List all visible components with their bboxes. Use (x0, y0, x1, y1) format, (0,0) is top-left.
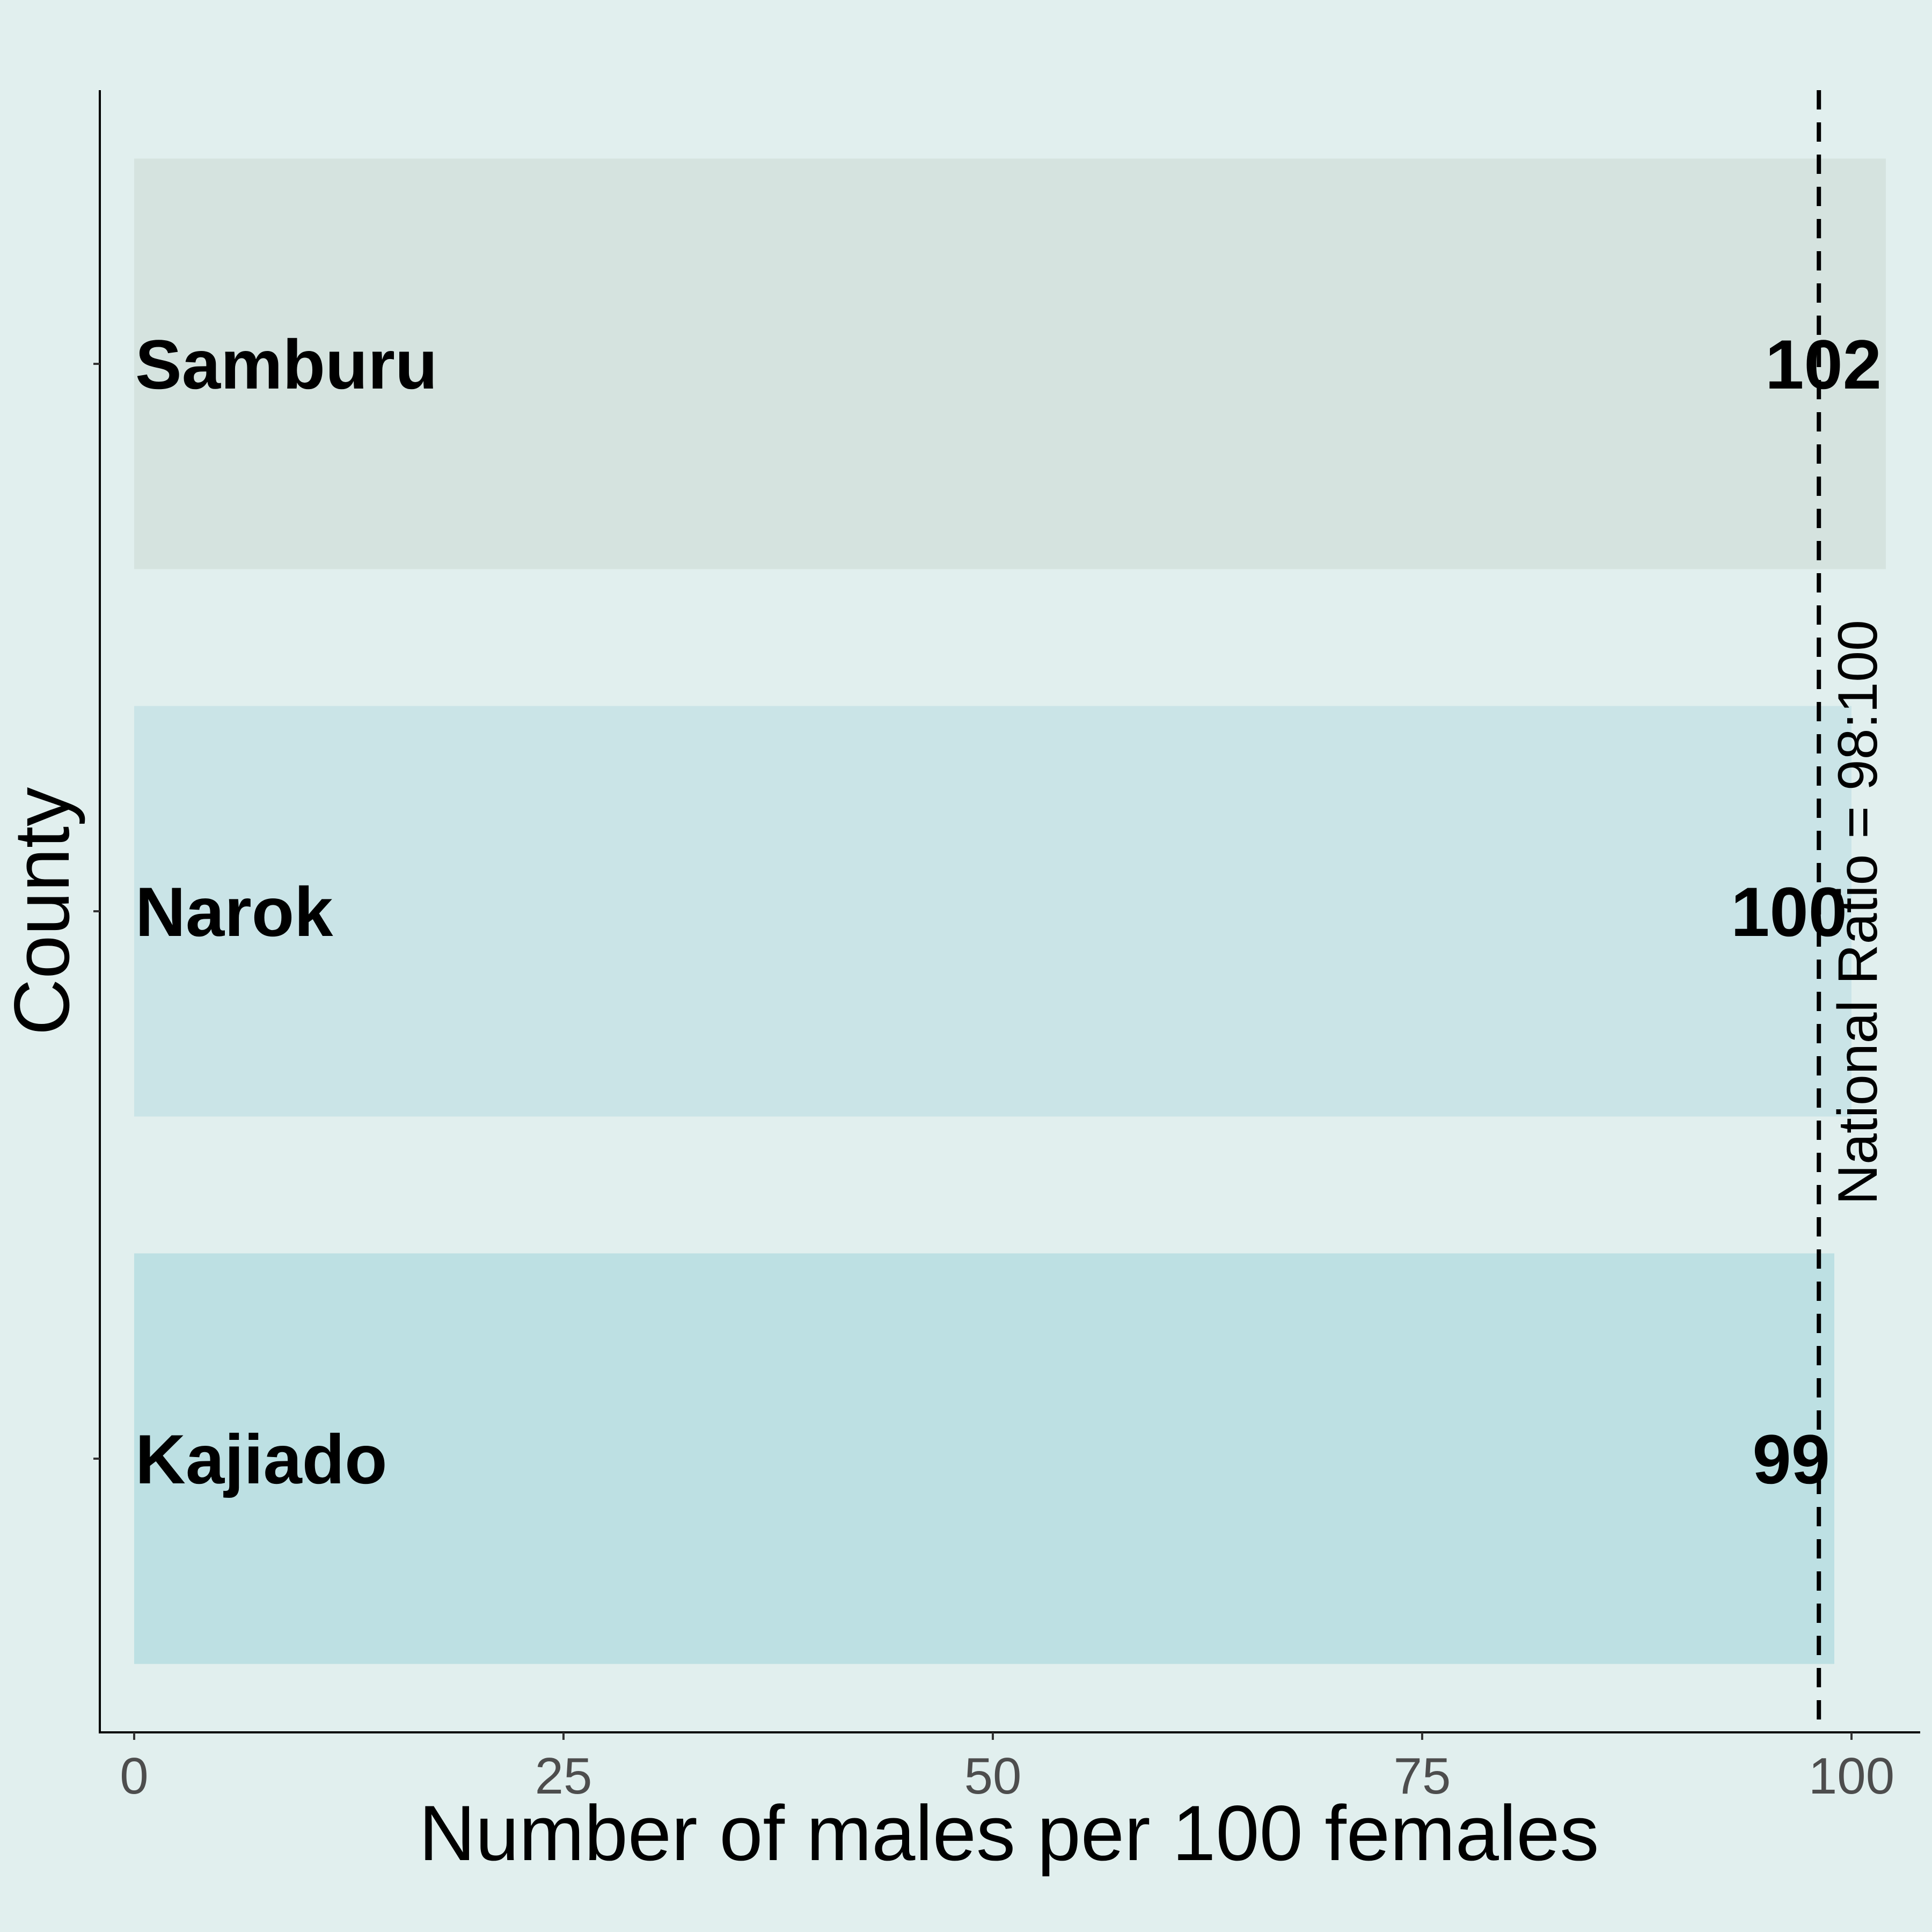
bar-value-label: 102 (1765, 325, 1882, 404)
bar-category-label: Narok (135, 873, 333, 951)
bar-value-label: 99 (1752, 1420, 1830, 1498)
x-axis-title: Number of males per 100 females (419, 1789, 1599, 1877)
bar-narok (134, 706, 1851, 1117)
x-tick-label: 75 (1394, 1747, 1451, 1805)
x-tick-label: 100 (1809, 1747, 1894, 1805)
labels-layer: Kajiado 99 Narok 100 Samburu 102 (135, 325, 1882, 1498)
bar-value-label: 100 (1731, 873, 1847, 951)
bar-category-label: Samburu (135, 325, 437, 404)
bar-samburu (134, 158, 1886, 569)
national-ratio-label: National Ratio = 98:100 (1827, 620, 1889, 1205)
axes-layer: 0 25 50 75 100 (93, 90, 1920, 1805)
reference-line-layer: National Ratio = 98:100 (1817, 90, 1889, 1732)
x-tick-label: 0 (120, 1747, 148, 1805)
x-tick-label: 25 (535, 1747, 592, 1805)
bar-kajiado (134, 1253, 1834, 1664)
bar-category-label: Kajiado (135, 1420, 387, 1498)
x-tick-label: 50 (964, 1747, 1022, 1805)
bars-layer (134, 158, 1886, 1664)
y-axis-title: County (0, 787, 85, 1036)
